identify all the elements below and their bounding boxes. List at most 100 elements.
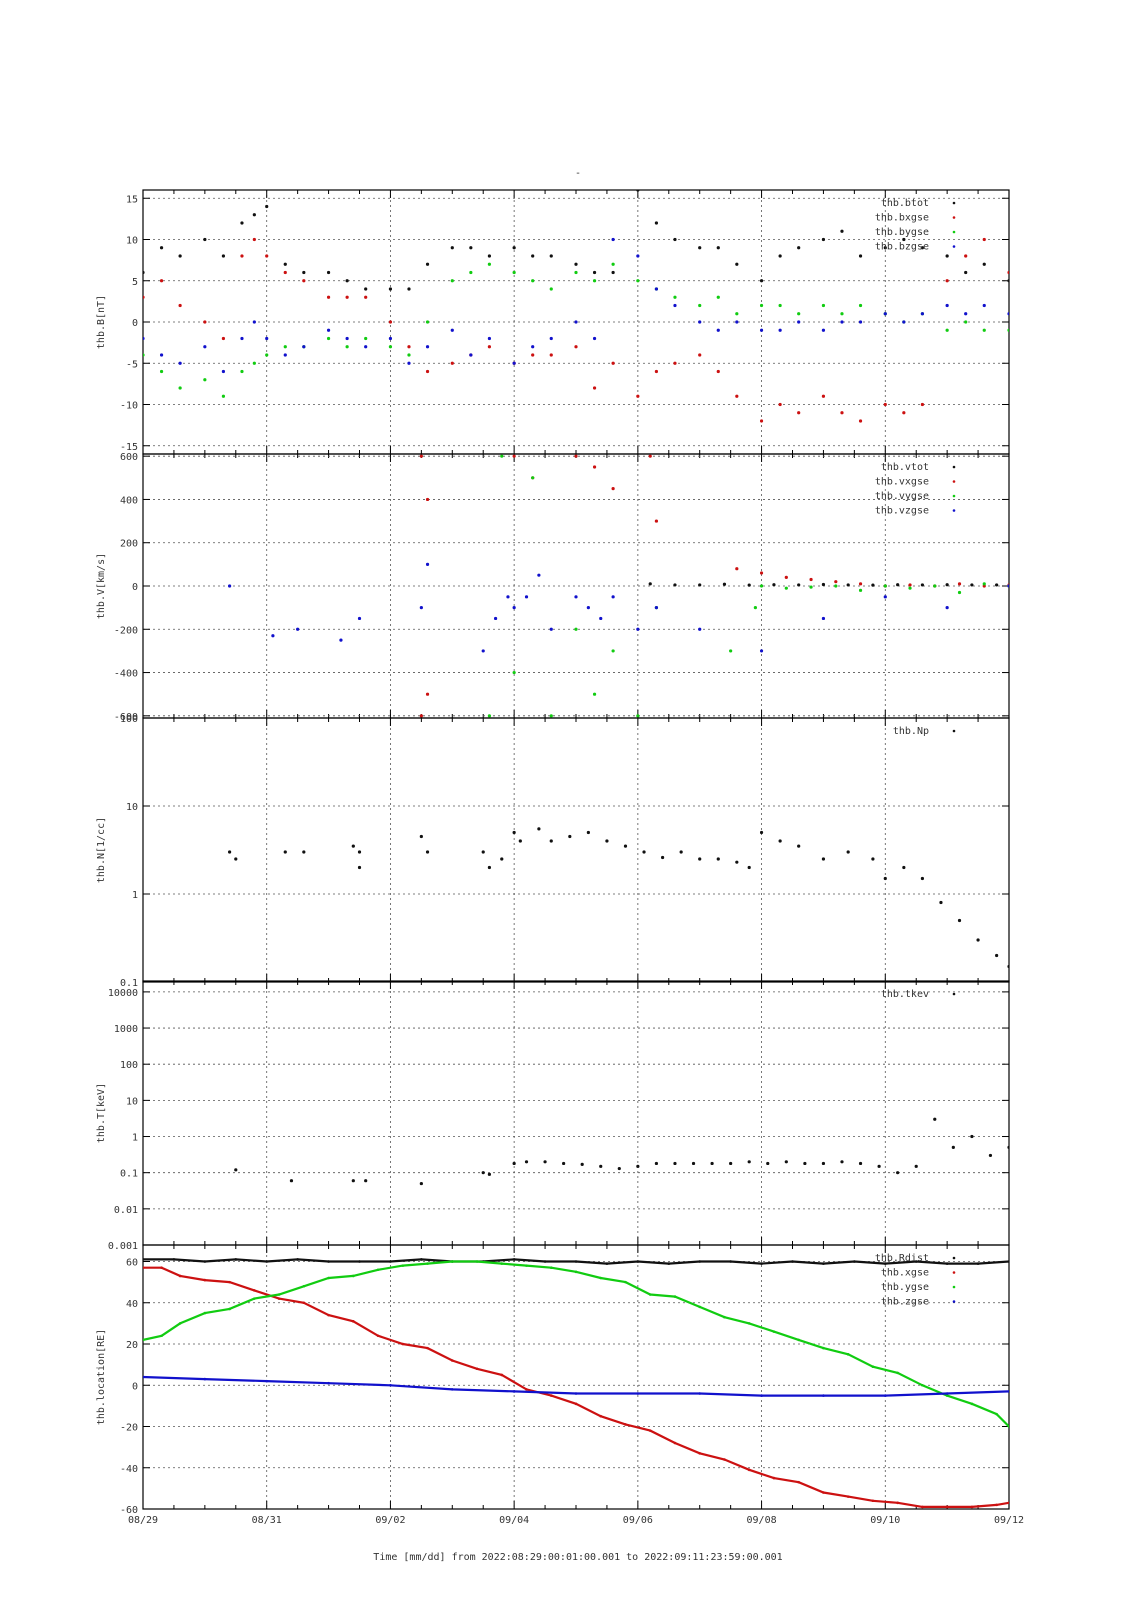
data-point [673, 1295, 677, 1298]
y-tick-label: 200 [120, 539, 138, 550]
data-point [351, 1179, 355, 1183]
data-point [667, 1262, 671, 1265]
data-point [902, 237, 906, 242]
data-point [252, 361, 256, 365]
legend-entry: thb.bxgse [875, 213, 929, 224]
data-point [327, 1276, 330, 1280]
data-point [735, 262, 739, 266]
data-point [574, 1402, 578, 1406]
data-point [1007, 312, 1009, 316]
data-point [896, 583, 900, 587]
data-point [883, 584, 887, 588]
data-point [326, 270, 331, 275]
data-point [636, 279, 640, 283]
data-point [253, 1297, 256, 1300]
data-point [964, 254, 968, 258]
data-point [481, 1171, 485, 1175]
y-tick-label: -200 [114, 625, 138, 636]
data-point [302, 850, 306, 854]
data-point [735, 312, 739, 316]
data-point [902, 320, 906, 324]
x-tick-label: 08/29 [128, 1515, 158, 1526]
data-point [327, 1381, 330, 1385]
data-point [388, 320, 393, 324]
data-point [747, 583, 751, 587]
data-point [512, 246, 516, 250]
series-thb-bxgse [143, 237, 1009, 423]
data-point [425, 850, 430, 854]
data-point [357, 616, 362, 621]
data-point [512, 361, 516, 365]
data-point [605, 1262, 609, 1265]
data-point [939, 900, 943, 905]
data-point [296, 627, 300, 631]
data-point [574, 270, 578, 275]
data-point [716, 857, 720, 861]
data-point [778, 402, 782, 407]
y-tick-label: 60 [126, 1258, 138, 1269]
data-point [716, 369, 720, 374]
data-point [265, 204, 269, 209]
data-point [296, 1258, 299, 1261]
data-point [253, 1289, 256, 1292]
data-point [450, 246, 454, 250]
data-point [240, 221, 244, 225]
data-point [228, 1307, 231, 1311]
data-point [753, 606, 757, 610]
data-point [487, 336, 491, 341]
data-point [982, 262, 986, 266]
x-tick-label: 08/31 [252, 1515, 282, 1526]
data-point [976, 938, 980, 942]
data-point [945, 606, 949, 610]
data-point [425, 562, 430, 566]
data-point [283, 353, 287, 357]
y-tick-label: 40 [126, 1299, 138, 1310]
data-point [883, 1262, 887, 1265]
data-point [487, 865, 491, 870]
data-point [964, 270, 968, 275]
data-point [425, 369, 430, 374]
data-point [339, 638, 343, 642]
data-point [920, 246, 925, 250]
data-point [945, 1392, 949, 1395]
data-point [642, 850, 646, 854]
data-point [203, 1260, 207, 1263]
legend-marker [952, 992, 956, 996]
data-point [772, 1476, 776, 1480]
data-point [506, 595, 510, 599]
data-point [221, 336, 226, 341]
data-point [611, 270, 615, 275]
legend-marker [952, 245, 956, 248]
data-point [945, 303, 949, 308]
data-point [376, 1268, 380, 1272]
data-point [302, 345, 306, 349]
data-point [574, 320, 578, 324]
data-point [698, 1260, 702, 1263]
data-point [846, 1495, 850, 1498]
data-point [648, 454, 652, 458]
data-point [143, 353, 145, 357]
legend-marker [952, 465, 956, 469]
data-point [766, 1161, 770, 1166]
data-point [265, 254, 269, 258]
data-point [450, 361, 454, 365]
data-point [821, 857, 826, 861]
legend-entry: thb.ygse [881, 1282, 929, 1293]
data-point [821, 237, 826, 242]
data-point [599, 1276, 603, 1280]
data-point [648, 1429, 652, 1432]
data-point [673, 1441, 677, 1445]
data-point [450, 328, 454, 332]
data-point [1007, 1501, 1009, 1505]
data-point [203, 1278, 207, 1282]
data-point [951, 1145, 955, 1150]
data-point [327, 1313, 330, 1317]
data-point [821, 303, 826, 308]
data-point [729, 1260, 732, 1263]
data-point [920, 402, 925, 407]
data-point [376, 1334, 380, 1338]
data-point [636, 190, 640, 192]
data-point [945, 1394, 949, 1397]
data-point [698, 246, 702, 250]
data-point [549, 839, 553, 843]
